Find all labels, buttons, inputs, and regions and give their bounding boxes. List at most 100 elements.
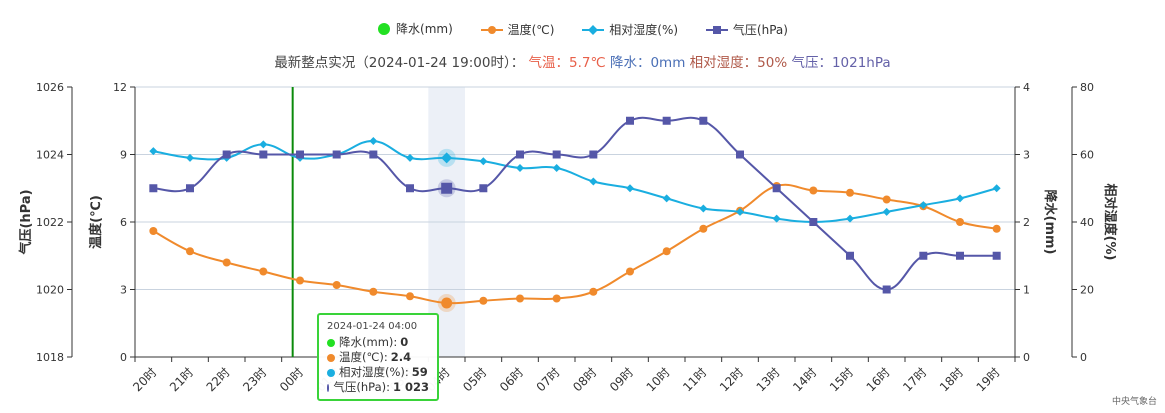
y-tick-label-pres: 1026 xyxy=(36,81,64,94)
data-point-pres xyxy=(992,251,1001,260)
chart-legend: 降水(mm) 温度(℃) 相对湿度(%) 气压(hPa) xyxy=(0,20,1165,39)
x-tick-label: 19时 xyxy=(974,365,1003,394)
y-tick-label-rain: 4 xyxy=(1023,81,1030,94)
y-tick-label-rain: 2 xyxy=(1023,216,1030,229)
data-point-temp xyxy=(809,186,818,195)
tooltip-humidity-dot xyxy=(327,368,335,377)
tooltip-row-rain: 降水(mm): 0 xyxy=(327,335,429,350)
data-point-pres xyxy=(919,251,928,260)
data-point-temp xyxy=(441,297,453,309)
legend-item-humidity[interactable]: 相对湿度(%) xyxy=(582,21,678,38)
x-tick-label: 11时 xyxy=(680,365,709,394)
y-tick-label-hum: 60 xyxy=(1080,149,1094,162)
data-point-hum xyxy=(919,201,928,210)
y-tick-label-temp: 9 xyxy=(120,149,127,162)
x-tick-label: 16时 xyxy=(864,365,893,394)
y-tick-label-hum: 40 xyxy=(1080,216,1094,229)
tooltip-rain-label: 降水(mm): xyxy=(339,335,398,349)
series-line-pres xyxy=(153,116,997,291)
legend-temp-label: 温度(℃) xyxy=(507,23,555,37)
data-point-temp xyxy=(589,287,598,296)
data-point-hum xyxy=(772,214,781,223)
data-point-pres xyxy=(589,150,598,159)
series-line-hum xyxy=(153,139,997,224)
legend-item-pressure[interactable]: 气压(hPa) xyxy=(705,21,788,38)
x-tick-label: 06时 xyxy=(497,365,526,394)
legend-item-temp[interactable]: 温度(℃) xyxy=(480,21,555,38)
legend-item-rain[interactable]: 降水(mm) xyxy=(377,20,453,37)
data-point-temp xyxy=(296,276,304,285)
legend-temp-icon xyxy=(480,25,503,34)
data-point-hum xyxy=(882,207,891,216)
tooltip-row-temp: 温度(℃): 2.4 xyxy=(327,350,429,365)
data-point-temp xyxy=(186,247,194,256)
legend-humidity-label: 相对湿度(%) xyxy=(609,23,679,37)
data-point-pres xyxy=(441,182,453,194)
tooltip-row-humidity: 相对湿度(%): 59 xyxy=(327,365,429,380)
y-tick-label-pres: 1022 xyxy=(36,216,64,229)
y-tick-label-temp: 12 xyxy=(113,81,127,94)
data-point-pres xyxy=(846,251,854,260)
y-tick-label-hum: 20 xyxy=(1080,284,1094,297)
data-point-temp xyxy=(259,267,268,276)
x-tick-label: 12时 xyxy=(717,365,746,394)
series-line-temp xyxy=(152,183,997,305)
subtitle-prefix: 最新整点实况（2024-01-24 19:00时）： xyxy=(274,55,525,71)
data-point-temp xyxy=(516,294,524,303)
data-point-pres xyxy=(369,150,378,159)
data-point-pres xyxy=(626,116,634,125)
data-point-pres xyxy=(149,184,158,193)
x-tick-label: 15时 xyxy=(827,365,856,394)
data-point-pres xyxy=(479,184,488,193)
y-tick-label-temp: 3 xyxy=(120,284,127,297)
tooltip-time: 2024-01-24 04:00 xyxy=(327,321,418,332)
data-point-hum xyxy=(626,184,634,193)
data-point-temp xyxy=(882,195,891,204)
tooltip-pressure-label: 气压(hPa): xyxy=(333,380,390,394)
data-point-hum xyxy=(516,164,524,172)
tooltip-humidity-label: 相对湿度(%): xyxy=(339,365,409,379)
y-tick-label-pres: 1024 xyxy=(36,149,64,162)
axis-title-pres: 气压(hPa) xyxy=(18,189,34,254)
data-point-pres xyxy=(552,150,561,159)
x-tick-label: 18时 xyxy=(937,365,966,394)
data-point-hum xyxy=(699,204,708,213)
x-tick-label: 23时 xyxy=(240,365,269,394)
data-point-hum xyxy=(479,157,488,166)
subtitle-humidity: 相对湿度：50% xyxy=(689,55,788,71)
data-point-hum xyxy=(259,140,268,149)
data-point-hum xyxy=(662,194,671,203)
axis-title-hum: 相对湿度(%) xyxy=(1102,184,1118,261)
subtitle-pressure: 气压：1021hPa xyxy=(791,55,891,71)
data-point-hum xyxy=(369,137,378,145)
data-point-hum xyxy=(736,207,744,216)
data-point-pres xyxy=(772,184,781,193)
y-tick-label-hum: 80 xyxy=(1080,81,1094,94)
data-point-hum xyxy=(846,214,854,223)
axis-title-temp: 温度(℃) xyxy=(88,195,104,249)
data-point-pres xyxy=(956,251,964,260)
data-point-temp xyxy=(332,281,341,289)
x-tick-label: 17时 xyxy=(900,365,929,394)
data-point-pres xyxy=(296,150,304,159)
x-tick-label: 21时 xyxy=(167,365,196,394)
data-point-hum xyxy=(441,152,453,164)
tooltip-pressure-value: 1 023 xyxy=(392,380,429,394)
data-point-hum xyxy=(956,194,964,203)
tooltip-humidity-value: 59 xyxy=(411,365,428,379)
data-point-temp xyxy=(149,227,158,235)
data-point-pres xyxy=(736,150,744,159)
x-tick-label: 22时 xyxy=(204,365,233,394)
data-point-temp xyxy=(626,267,634,276)
chart-subtitle: 最新整点实况（2024-01-24 19:00时）： 气温：5.7℃ 降水：0m… xyxy=(0,51,1165,71)
tooltip-temp-label: 温度(℃): xyxy=(339,350,388,364)
legend-pressure-icon xyxy=(705,25,728,34)
tooltip-rain-value: 0 xyxy=(400,335,409,349)
x-tick-label: 07时 xyxy=(534,365,563,394)
data-point-pres xyxy=(406,184,414,193)
data-point-pres xyxy=(882,285,891,294)
data-point-pres xyxy=(186,184,194,193)
subtitle-rain: 降水：0mm xyxy=(609,55,686,71)
subtitle-temp: 气温：5.7℃ xyxy=(528,55,606,71)
